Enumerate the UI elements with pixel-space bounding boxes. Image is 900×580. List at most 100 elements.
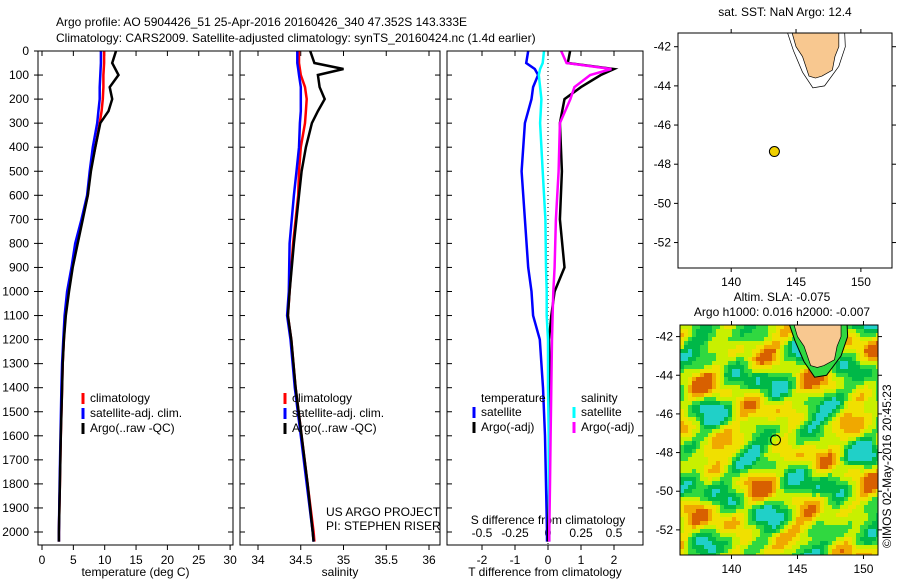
sla-cell — [768, 497, 772, 501]
sla-cell — [824, 377, 828, 381]
sla-cell — [752, 457, 756, 461]
sla-cell — [768, 337, 772, 341]
sla-cell — [876, 545, 878, 549]
sla-cell — [708, 549, 712, 553]
sla-cell — [852, 441, 856, 445]
sla-cell — [756, 421, 760, 425]
sla-cell — [788, 429, 792, 433]
sla-cell — [736, 525, 740, 529]
sla-cell — [700, 341, 704, 345]
sla-cell — [788, 433, 792, 437]
sla-cell — [860, 437, 864, 441]
sla-cell — [692, 469, 696, 473]
sla-cell — [820, 461, 824, 465]
sla-cell — [688, 485, 692, 489]
sla-cell — [720, 401, 724, 405]
sla-cell — [704, 377, 708, 381]
sla-cell — [716, 393, 720, 397]
sla-cell — [796, 393, 800, 397]
sla-cell — [804, 553, 808, 555]
title-line-2: Climatology: CARS2009. Satellite-adjuste… — [56, 31, 536, 45]
sla-cell — [840, 417, 844, 421]
sla-cell — [776, 381, 780, 385]
sla-cell — [824, 473, 828, 477]
s-tick-label: 0.25 — [569, 526, 593, 540]
sla-cell — [776, 417, 780, 421]
plot-frame — [446, 50, 644, 546]
sla-cell — [812, 469, 816, 473]
sla-cell — [752, 445, 756, 449]
sla-cell — [764, 457, 768, 461]
sla-cell — [752, 377, 756, 381]
sla-cell — [732, 365, 736, 369]
sla-cell — [704, 537, 708, 541]
sla-cell — [796, 353, 800, 357]
sla-cell — [784, 525, 788, 529]
sla-cell — [832, 473, 836, 477]
sla-cell — [780, 521, 784, 525]
sla-cell — [740, 385, 744, 389]
sla-cell — [860, 461, 864, 465]
sla-cell — [720, 541, 724, 545]
sla-cell — [812, 429, 816, 433]
sla-cell — [796, 413, 800, 417]
sla-cell — [748, 373, 752, 377]
sla-cell — [728, 417, 732, 421]
sla-cell — [872, 521, 876, 525]
sla-cell — [816, 445, 820, 449]
sla-cell — [816, 497, 820, 501]
sla-cell — [764, 441, 768, 445]
sla-cell — [816, 389, 820, 393]
sla-cell — [752, 549, 756, 553]
sla-cell — [712, 409, 716, 413]
sla-cell — [680, 485, 684, 489]
sla-cell — [768, 345, 772, 349]
sla-cell — [720, 421, 724, 425]
sla-cell — [868, 505, 872, 509]
sla-cell — [852, 381, 856, 385]
sla-cell — [684, 549, 688, 553]
sla-cell — [868, 457, 872, 461]
sla-cell — [720, 509, 724, 513]
sla-cell — [712, 369, 716, 373]
sla-cell — [772, 553, 776, 555]
sla-cell — [860, 441, 864, 445]
sla-cell — [852, 509, 856, 513]
sla-cell — [712, 349, 716, 353]
sla-cell — [800, 389, 804, 393]
sla-cell — [776, 441, 780, 445]
sla-cell — [696, 393, 700, 397]
x-tick-label: 25 — [192, 553, 206, 567]
sla-cell — [692, 449, 696, 453]
sla-cell — [720, 489, 724, 493]
sla-cell — [868, 401, 872, 405]
sla-cell — [684, 449, 688, 453]
sla-cell — [704, 393, 708, 397]
x-tick-label: 5 — [70, 553, 77, 567]
sla-cell — [796, 549, 800, 553]
sla-cell — [780, 349, 784, 353]
sla-cell — [868, 381, 872, 385]
sla-cell — [748, 353, 752, 357]
sla-cell — [688, 533, 692, 537]
sla-cell — [844, 445, 848, 449]
sla-cell — [820, 541, 824, 545]
sla-cell — [808, 413, 812, 417]
sla-cell — [704, 429, 708, 433]
sla-cell — [712, 441, 716, 445]
sla-cell — [764, 521, 768, 525]
sla-cell — [744, 553, 748, 555]
sla-cell — [808, 529, 812, 533]
sla-cell — [868, 497, 872, 501]
sla-cell — [780, 421, 784, 425]
sla-cell — [788, 393, 792, 397]
sla-cell — [752, 401, 756, 405]
sla-cell — [828, 409, 832, 413]
sla-cell — [784, 349, 788, 353]
sla-cell — [712, 337, 716, 341]
sla-cell — [804, 549, 808, 553]
sla-cell — [752, 397, 756, 401]
sla-cell — [808, 545, 812, 549]
sla-cell — [680, 409, 684, 413]
sla-cell — [740, 533, 744, 537]
